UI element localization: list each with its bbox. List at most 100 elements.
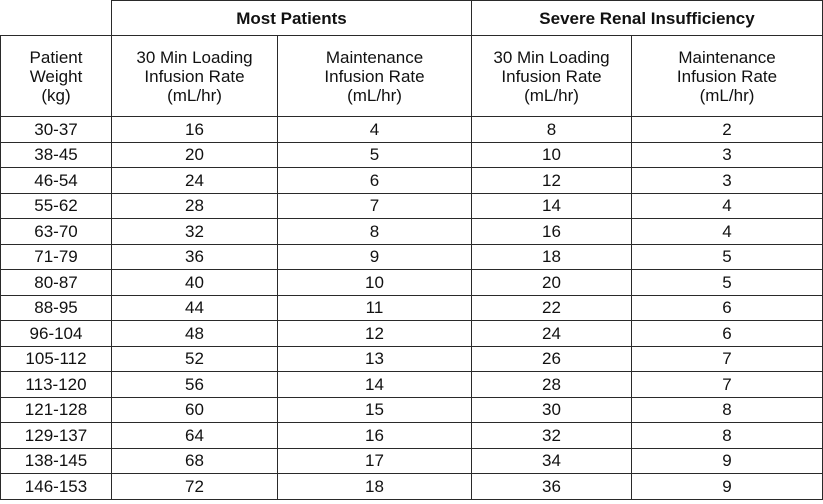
severe-loading-cell: 24 [471, 320, 632, 347]
most-maintenance-cell: 7 [277, 192, 472, 219]
most-loading-cell: 40 [111, 269, 278, 296]
most-loading-cell: 72 [111, 473, 278, 500]
most-loading-cell: 68 [111, 447, 278, 474]
header-line: Infusion Rate [144, 66, 245, 86]
weight-cell: 113-120 [0, 371, 112, 398]
most-loading-cell: 48 [111, 320, 278, 347]
most-maintenance-cell: 16 [277, 422, 472, 449]
most-maintenance-cell: 5 [277, 141, 472, 168]
severe-loading-cell: 16 [471, 218, 632, 245]
severe-loading-cell: 18 [471, 243, 632, 270]
table-row: 63-70 32 8 16 4 [0, 218, 823, 245]
header-line: Maintenance [678, 47, 776, 67]
severe-loading-cell: 10 [471, 141, 632, 168]
table-row: 129-137 64 16 32 8 [0, 422, 823, 449]
weight-cell: 38-45 [0, 141, 112, 168]
most-maintenance-cell: 17 [277, 447, 472, 474]
severe-maintenance-cell: 6 [631, 320, 823, 347]
patient-weight-header: Patient Weight (kg) [0, 35, 112, 117]
most-loading-cell: 56 [111, 371, 278, 398]
severe-loading-cell: 14 [471, 192, 632, 219]
header-line: 30 Min Loading [493, 47, 610, 67]
most-maintenance-cell: 6 [277, 167, 472, 194]
severe-loading-cell: 26 [471, 345, 632, 372]
header-line: Weight [29, 66, 83, 86]
most-loading-cell: 32 [111, 218, 278, 245]
severe-maintenance-cell: 9 [631, 473, 823, 500]
severe-maintenance-cell: 7 [631, 345, 823, 372]
weight-cell: 71-79 [0, 243, 112, 270]
severe-maintenance-cell: 9 [631, 447, 823, 474]
most-loading-cell: 60 [111, 396, 278, 423]
severe-loading-cell: 36 [471, 473, 632, 500]
most-maintenance-cell: 13 [277, 345, 472, 372]
weight-cell: 146-153 [0, 473, 112, 500]
most-maintenance-cell: 8 [277, 218, 472, 245]
most-loading-cell: 28 [111, 192, 278, 219]
weight-cell: 30-37 [0, 116, 112, 143]
most-loading-header: 30 Min Loading Infusion Rate (mL/hr) [111, 35, 278, 117]
severe-loading-cell: 28 [471, 371, 632, 398]
severe-maintenance-cell: 5 [631, 269, 823, 296]
table-row: 71-79 36 9 18 5 [0, 243, 823, 270]
severe-maintenance-cell: 6 [631, 294, 823, 321]
header-line: Patient [29, 47, 83, 67]
table-row: 46-54 24 6 12 3 [0, 167, 823, 194]
weight-cell: 88-95 [0, 294, 112, 321]
weight-cell: 121-128 [0, 396, 112, 423]
corner-cell [0, 0, 112, 36]
table-row: 146-153 72 18 36 9 [0, 473, 823, 500]
weight-cell: 80-87 [0, 269, 112, 296]
severe-maintenance-cell: 5 [631, 243, 823, 270]
header-line: (mL/hr) [524, 85, 579, 105]
most-maintenance-header: Maintenance Infusion Rate (mL/hr) [277, 35, 472, 117]
group-header-severe-renal: Severe Renal Insufficiency [471, 0, 823, 36]
table-body: 30-37 16 4 8 2 38-45 20 5 10 3 46-54 24 6 12 3 55-62 28 7… [0, 116, 823, 500]
table-row: 105-112 52 13 26 7 [0, 345, 823, 372]
most-maintenance-cell: 9 [277, 243, 472, 270]
table-row: 138-145 68 17 34 9 [0, 447, 823, 474]
severe-maintenance-cell: 2 [631, 116, 823, 143]
most-maintenance-cell: 10 [277, 269, 472, 296]
severe-loading-cell: 34 [471, 447, 632, 474]
most-loading-cell: 20 [111, 141, 278, 168]
weight-cell: 129-137 [0, 422, 112, 449]
severe-loading-cell: 30 [471, 396, 632, 423]
header-line: (mL/hr) [699, 85, 755, 105]
severe-loading-cell: 22 [471, 294, 632, 321]
most-loading-cell: 44 [111, 294, 278, 321]
most-maintenance-cell: 14 [277, 371, 472, 398]
most-maintenance-cell: 12 [277, 320, 472, 347]
most-maintenance-cell: 18 [277, 473, 472, 500]
table-row: 113-120 56 14 28 7 [0, 371, 823, 398]
weight-cell: 105-112 [0, 345, 112, 372]
table-row: 55-62 28 7 14 4 [0, 192, 823, 219]
severe-maintenance-cell: 8 [631, 422, 823, 449]
most-loading-cell: 24 [111, 167, 278, 194]
table-row: 121-128 60 15 30 8 [0, 396, 823, 423]
column-header-row: Patient Weight (kg) 30 Min Loading Infus… [0, 35, 823, 117]
most-loading-cell: 64 [111, 422, 278, 449]
group-header-most-patients: Most Patients [111, 0, 472, 36]
header-line: Maintenance [325, 47, 424, 67]
most-maintenance-cell: 4 [277, 116, 472, 143]
most-loading-cell: 36 [111, 243, 278, 270]
weight-cell: 46-54 [0, 167, 112, 194]
severe-loading-header: 30 Min Loading Infusion Rate (mL/hr) [471, 35, 632, 117]
table-row: 80-87 40 10 20 5 [0, 269, 823, 296]
severe-maintenance-cell: 7 [631, 371, 823, 398]
table-row: 38-45 20 5 10 3 [0, 141, 823, 168]
table-row: 96-104 48 12 24 6 [0, 320, 823, 347]
weight-cell: 55-62 [0, 192, 112, 219]
header-line: (mL/hr) [347, 85, 402, 105]
severe-maintenance-header: Maintenance Infusion Rate (mL/hr) [631, 35, 823, 117]
header-line: Infusion Rate [676, 66, 778, 86]
severe-maintenance-cell: 3 [631, 167, 823, 194]
weight-cell: 138-145 [0, 447, 112, 474]
severe-loading-cell: 12 [471, 167, 632, 194]
severe-loading-cell: 8 [471, 116, 632, 143]
header-line: 30 Min Loading [136, 47, 253, 67]
severe-loading-cell: 20 [471, 269, 632, 296]
severe-maintenance-cell: 4 [631, 192, 823, 219]
